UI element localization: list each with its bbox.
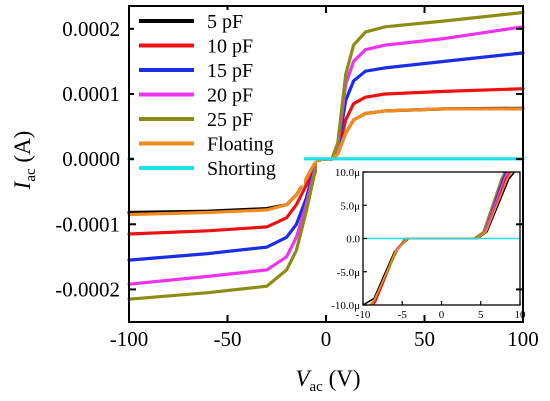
legend-label-shorting: Shorting	[207, 158, 276, 180]
y-tick-label: 0.0001	[62, 82, 120, 106]
legend-label-5-pf: 5 pF	[207, 11, 243, 33]
y-tick-label: -0.0001	[55, 212, 120, 236]
inset-y-tick-label: -10.0μ	[331, 300, 360, 312]
inset-x-tick-label: -5	[398, 309, 408, 321]
y-axis-title: Iac (A)	[10, 131, 39, 191]
inset-background	[317, 162, 524, 321]
inset-x-tick-label: -10	[356, 309, 371, 321]
x-tick-label: -100	[110, 327, 149, 351]
y-tick-label: 0.0000	[62, 147, 120, 171]
x-tick-label: 50	[414, 327, 435, 351]
inset-y-tick-label: 10.0μ	[335, 167, 360, 179]
y-axis-sub: ac	[23, 168, 39, 182]
legend-background	[134, 10, 304, 186]
x-axis-title: Vac (V)	[295, 366, 360, 395]
x-tick-label: 0	[321, 327, 332, 351]
inset-x-tick-label: 0	[439, 309, 445, 321]
inset-axes: -10 -5 0 5 10 -10.0μ -5.0μ 0.0 5.0μ 10.0μ	[331, 167, 526, 321]
y-tick-label: -0.0002	[55, 277, 120, 301]
inset-series-group	[363, 172, 520, 305]
legend-label-floating: Floating	[207, 134, 274, 156]
x-axis-unit: (V)	[323, 366, 361, 391]
inset-x-tick-label: 10	[515, 309, 527, 321]
y-axis-unit: (A)	[10, 131, 35, 169]
legend-label-25-pf: 25 pF	[207, 109, 253, 131]
y-tick-label: 0.0002	[62, 17, 120, 41]
x-tick-label: -50	[214, 327, 242, 351]
legend-label-15-pf: 15 pF	[207, 60, 253, 82]
inset-y-tick-label: 5.0μ	[340, 200, 360, 212]
inset-y-tick-label: -5.0μ	[337, 267, 360, 279]
x-axis-var: V	[295, 366, 312, 391]
inset-y-tick-label: 0.0	[346, 234, 360, 246]
main-axes: -100 -50 0 50 100-0.0002-0.00010.00000.00010…	[55, 6, 539, 351]
legend-label-10-pf: 10 pF	[207, 36, 253, 58]
x-tick-label: 100	[507, 327, 539, 351]
y-axis-var: I	[10, 180, 35, 190]
x-axis-sub: ac	[310, 379, 324, 395]
legend-label-20-pf: 20 pF	[207, 85, 253, 107]
inset-x-tick-label: 5	[478, 309, 484, 321]
